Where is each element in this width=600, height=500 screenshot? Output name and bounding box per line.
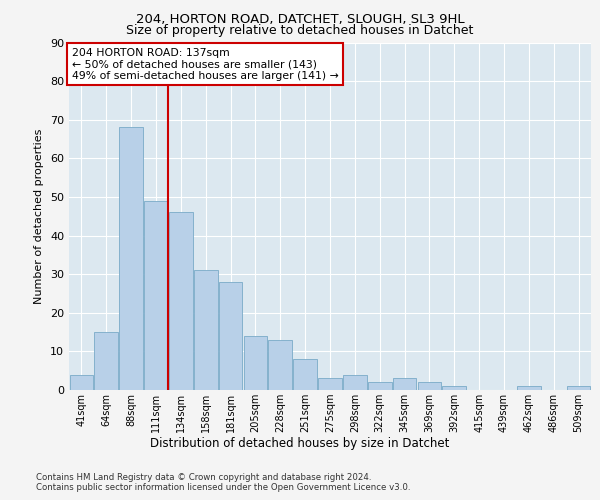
Bar [517, 386, 541, 390]
Bar [393, 378, 416, 390]
Bar [169, 212, 193, 390]
Bar [418, 382, 441, 390]
Bar [219, 282, 242, 390]
Bar [268, 340, 292, 390]
Bar [119, 128, 143, 390]
Bar [343, 374, 367, 390]
Bar [94, 332, 118, 390]
Bar [368, 382, 392, 390]
Text: 204, HORTON ROAD, DATCHET, SLOUGH, SL3 9HL: 204, HORTON ROAD, DATCHET, SLOUGH, SL3 9… [136, 12, 464, 26]
Text: Contains HM Land Registry data © Crown copyright and database right 2024.: Contains HM Land Registry data © Crown c… [36, 472, 371, 482]
Y-axis label: Number of detached properties: Number of detached properties [34, 128, 44, 304]
Bar [567, 386, 590, 390]
Bar [442, 386, 466, 390]
Bar [194, 270, 218, 390]
Bar [244, 336, 267, 390]
Text: 204 HORTON ROAD: 137sqm
← 50% of detached houses are smaller (143)
49% of semi-d: 204 HORTON ROAD: 137sqm ← 50% of detache… [71, 48, 338, 81]
Bar [318, 378, 342, 390]
Text: Size of property relative to detached houses in Datchet: Size of property relative to detached ho… [127, 24, 473, 37]
Bar [144, 201, 168, 390]
Bar [293, 359, 317, 390]
Bar [70, 374, 93, 390]
Text: Contains public sector information licensed under the Open Government Licence v3: Contains public sector information licen… [36, 484, 410, 492]
Text: Distribution of detached houses by size in Datchet: Distribution of detached houses by size … [151, 438, 449, 450]
